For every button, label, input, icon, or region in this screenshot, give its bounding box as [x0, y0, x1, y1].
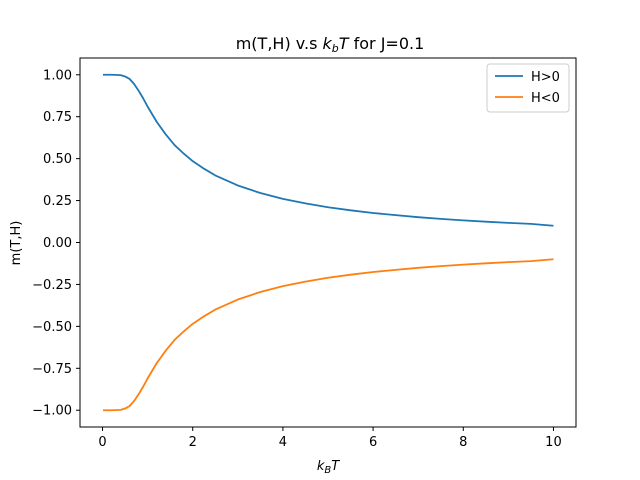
legend-label-h-neg: H<0 [531, 91, 560, 106]
y-tick-label: 0.75 [43, 110, 72, 125]
y-tick-label: 1.00 [43, 68, 72, 83]
x-tick-label: 4 [279, 435, 287, 450]
x-axis-ticks: 0 2 4 6 8 10 [98, 427, 562, 450]
y-tick-label: 0.50 [43, 152, 72, 167]
legend: H>0 H<0 [486, 63, 570, 113]
legend-label-h-pos: H>0 [531, 70, 560, 85]
x-tick-label: 0 [98, 435, 106, 450]
x-tick-label: 2 [189, 435, 197, 450]
y-tick-label: 0.00 [43, 236, 72, 251]
series-group [103, 73, 554, 412]
y-tick-label: −0.75 [32, 362, 72, 377]
y-tick-label: −1.00 [32, 404, 72, 419]
x-tick-label: 8 [459, 435, 467, 450]
chart-title: m(T,H) v.s kbT for J=0.1 [236, 34, 425, 55]
y-tick-label: −0.50 [32, 320, 72, 335]
axes-frame [79, 57, 577, 428]
y-axis-label: m(T,H) [9, 221, 24, 266]
y-tick-label: 0.25 [43, 194, 72, 209]
series-line-0 [103, 73, 554, 227]
y-tick-label: −0.25 [32, 278, 72, 293]
y-axis-ticks: 1.00 0.75 0.50 0.25 0.00 −0.25 −0.50 −0.75 −1.00 [32, 68, 80, 419]
series-line-1 [103, 258, 554, 412]
x-tick-label: 10 [545, 435, 562, 450]
x-tick-label: 6 [369, 435, 377, 450]
x-axis-label: kBT [317, 459, 340, 476]
